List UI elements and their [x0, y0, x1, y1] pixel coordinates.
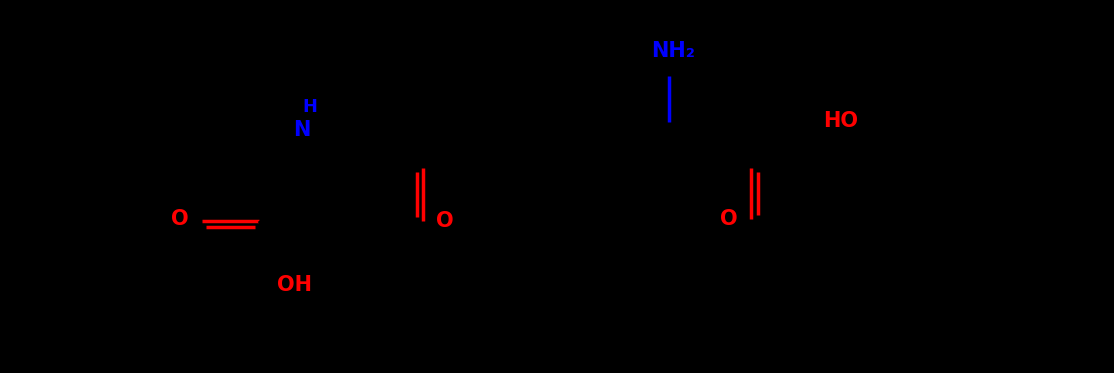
- Text: O: O: [172, 209, 188, 229]
- Text: O: O: [721, 209, 739, 229]
- Text: H: H: [303, 98, 317, 116]
- Text: NH₂: NH₂: [652, 41, 695, 61]
- Text: HO: HO: [823, 111, 858, 131]
- Text: N: N: [294, 120, 311, 140]
- Text: O: O: [437, 211, 455, 231]
- Text: OH: OH: [276, 275, 312, 295]
